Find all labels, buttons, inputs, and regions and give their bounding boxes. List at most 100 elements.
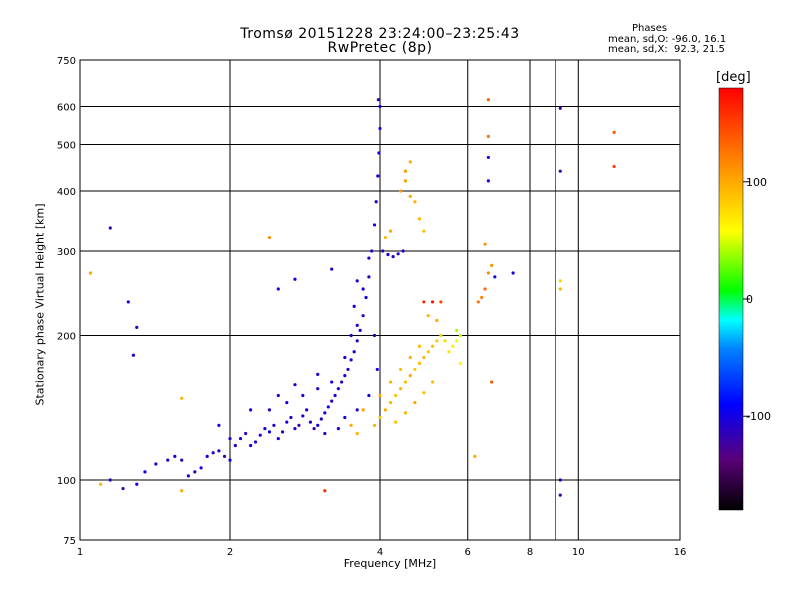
data-point-o (319, 417, 323, 421)
x-tick-label: 10 (572, 547, 585, 558)
data-point-o (199, 466, 203, 470)
data-point-o (180, 458, 184, 462)
data-point-o (358, 328, 362, 332)
data-point-x (180, 489, 184, 493)
data-point-o (355, 279, 359, 283)
data-point-x (458, 333, 463, 338)
y-tick-label: 75 (63, 536, 76, 547)
data-point-o (258, 433, 262, 437)
data-point-x (372, 423, 377, 427)
data-point-o (355, 323, 359, 327)
data-point-o (378, 126, 382, 131)
data-point-x (490, 263, 494, 267)
x-tick-label: 2 (227, 547, 233, 558)
data-point-x (430, 300, 435, 304)
data-point-o (217, 423, 221, 427)
data-point-x (439, 300, 443, 304)
data-point-o (305, 408, 309, 412)
data-point-o (340, 380, 344, 384)
data-point-x (483, 287, 487, 291)
data-point-o (343, 415, 347, 420)
data-point-o (126, 300, 130, 304)
data-point-o (349, 333, 353, 338)
data-point-o (376, 98, 380, 102)
colorbar-tick-label: 0 (746, 293, 753, 306)
data-point-o (253, 440, 258, 444)
data-point-o (372, 223, 377, 227)
data-point-o (301, 393, 305, 398)
data-point-o (355, 408, 359, 412)
data-point-x (394, 420, 398, 424)
data-point-o (558, 493, 562, 497)
x-tick-label: 4 (377, 547, 383, 558)
data-point-x (413, 400, 417, 405)
data-point-o (333, 393, 337, 398)
data-point-o (486, 179, 490, 183)
colorbar-unit-label: [deg] (716, 70, 751, 85)
x-tick-label: 16 (674, 547, 687, 558)
data-point-x (383, 408, 387, 412)
y-tick-label: 200 (57, 332, 76, 343)
data-point-x (490, 380, 494, 384)
data-point-o (558, 106, 562, 110)
data-point-o (301, 414, 305, 418)
data-point-x (486, 271, 490, 275)
x-axis-label: Frequency [MHz] (343, 557, 437, 570)
data-point-o (386, 252, 390, 257)
data-point-x (417, 344, 422, 348)
data-point-o (367, 256, 371, 260)
data-point-x (394, 393, 398, 398)
data-point-o (249, 443, 253, 448)
data-point-o (486, 155, 490, 160)
y-tick-label: 300 (57, 247, 76, 258)
phase-colorbar (718, 87, 744, 511)
x-axis-ticks: 1 2 4 6 8 10 16 (77, 547, 687, 558)
data-point-o (121, 486, 125, 491)
data-point-x (422, 300, 426, 304)
data-point-x (267, 235, 272, 240)
data-point-o (493, 275, 497, 279)
data-point-x (483, 242, 487, 246)
data-point-o (143, 470, 147, 474)
data-point-o (211, 451, 215, 455)
data-point-x (558, 279, 562, 283)
data-point-x (430, 380, 435, 384)
data-point-x (399, 367, 403, 372)
data-point-o (330, 399, 334, 403)
data-point-o (267, 430, 272, 434)
data-point-o (367, 275, 371, 279)
plot-frame (79, 59, 681, 541)
data-point-o (297, 423, 301, 427)
data-point-o (244, 431, 248, 436)
data-point-x (417, 361, 422, 365)
data-point-x (451, 344, 455, 348)
data-point-x (486, 134, 490, 138)
data-point-o (308, 420, 313, 424)
data-point-o (285, 420, 289, 424)
data-point-o (276, 393, 280, 398)
data-point-o (401, 249, 405, 253)
data-point-o (372, 333, 377, 338)
data-point-o (316, 423, 320, 427)
data-point-x (443, 339, 447, 343)
data-point-x (349, 423, 353, 427)
data-point-x (426, 314, 430, 318)
data-point-o (316, 372, 320, 376)
data-point-o (352, 304, 356, 309)
data-point-o (377, 151, 381, 155)
data-point-o (285, 400, 289, 405)
data-point-o (238, 436, 243, 441)
data-point-o (375, 367, 379, 372)
data-point-x (422, 391, 426, 395)
data-point-o (135, 482, 139, 486)
data-point-x (403, 169, 408, 173)
data-point-x (426, 350, 430, 354)
data-point-o (108, 478, 112, 482)
data-point-x (361, 408, 365, 412)
data-point-x (480, 295, 484, 300)
data-point-o (370, 249, 374, 253)
data-point-o (323, 431, 327, 436)
data-point-o (396, 252, 400, 256)
data-point-x (88, 271, 93, 275)
chart-subtitle: RwPretec (8p) (327, 40, 433, 56)
